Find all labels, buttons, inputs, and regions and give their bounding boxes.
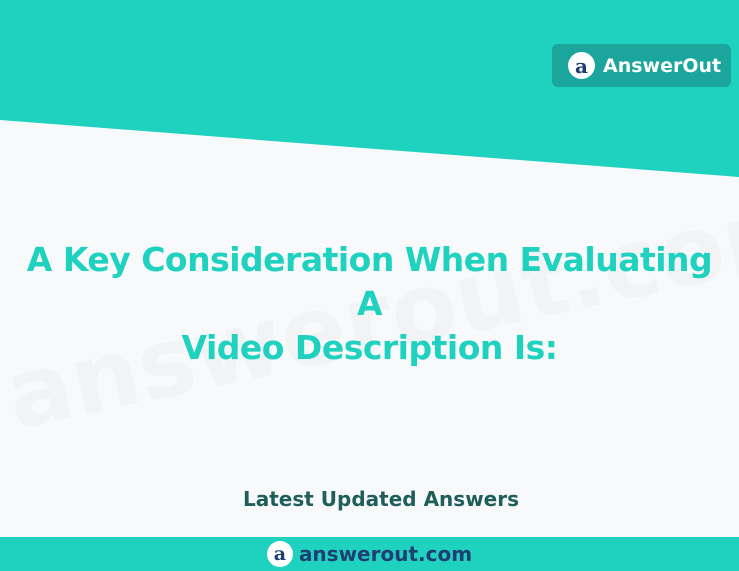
top-banner-shape [0,0,739,177]
logo-glyph: a [575,53,588,78]
answerout-logo-icon: a [568,52,595,79]
footer-logo-glyph: a [273,542,287,565]
title-line-1: A Key Consideration When Evaluating A [26,240,713,323]
page-title: A Key Consideration When Evaluating A Vi… [10,238,729,370]
subtitle: Latest Updated Answers [243,487,519,511]
footer-bar: a answerout.com [0,537,739,571]
brand-badge[interactable]: a AnswerOut [552,44,731,87]
answerout-footer-logo-icon: a [266,541,293,567]
brand-name: AnswerOut [603,54,722,77]
footer-site-link[interactable]: answerout.com [298,542,473,566]
title-line-2: Video Description Is: [181,328,558,367]
